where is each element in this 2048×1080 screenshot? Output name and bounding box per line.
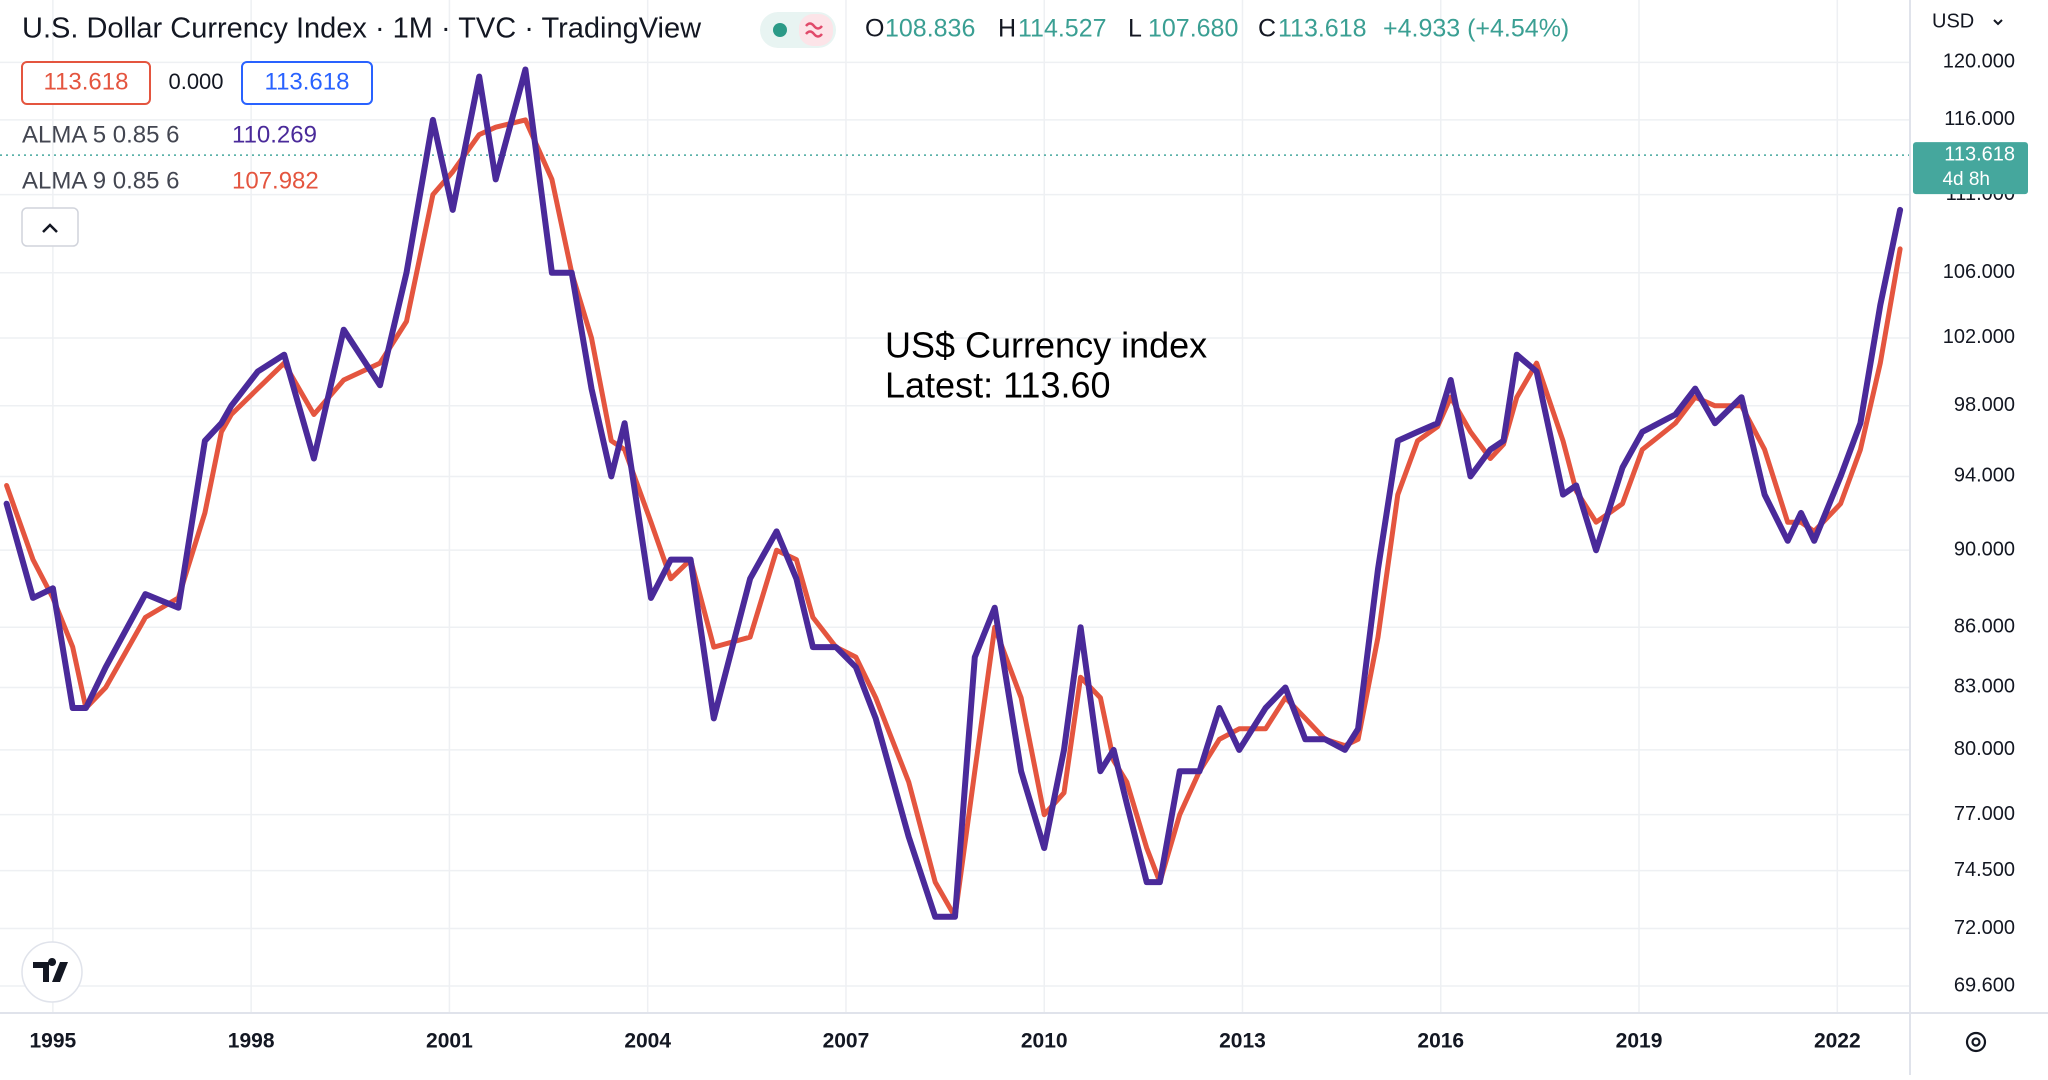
market-status-icon [773, 23, 787, 37]
ohlc-value: 113.618 [1278, 15, 1367, 43]
annotation: Latest: 113.60 [885, 365, 1111, 406]
ohlc-value: 107.680 [1148, 15, 1238, 43]
chart-title: U.S. Dollar Currency Index · 1M · TVC · … [22, 13, 702, 45]
line-series [3, 66, 1904, 920]
last-price-label: 113.618 [1944, 143, 2015, 165]
y-tick-label: 83.000 [1954, 676, 2015, 698]
x-tick-label: 2010 [1021, 1030, 1068, 1053]
tradingview-logo-glyph [33, 958, 68, 982]
x-tick-label: 2007 [823, 1030, 870, 1053]
collapse-button[interactable] [21, 207, 79, 247]
x-tick-label: 1998 [228, 1030, 275, 1053]
legend-value: 110.269 [232, 121, 317, 148]
buy-price[interactable]: 113.618 [265, 68, 350, 95]
axes: 120.000116.000111.000106.000102.00098.00… [30, 51, 2028, 1053]
y-tick-label: 74.500 [1954, 859, 2015, 881]
tradingview-logo[interactable] [21, 941, 83, 1003]
buy-box[interactable] [241, 61, 373, 105]
y-tick-label: 120.000 [1943, 51, 2015, 73]
y-tick-label: 80.000 [1954, 738, 2015, 760]
settings-gear [1965, 1031, 1987, 1053]
y-tick-label: 72.000 [1954, 917, 2015, 939]
annotation: US$ Currency index [885, 325, 1207, 366]
ohlc-value: 114.527 [1018, 15, 1107, 43]
y-tick-label: 98.000 [1954, 394, 2015, 416]
x-tick-label: 2001 [426, 1030, 473, 1053]
ohlc-label: H [998, 15, 1016, 43]
settings-icon[interactable] [1965, 1031, 1987, 1053]
data-status-glyph [805, 22, 823, 38]
y-tick-label: 102.000 [1943, 326, 2015, 348]
bar-countdown: 4d 8h [1942, 169, 1990, 190]
x-tick-label: 2019 [1616, 1030, 1663, 1053]
x-tick-label: 2004 [624, 1030, 671, 1053]
y-tick-label: 77.000 [1954, 803, 2015, 825]
x-tick-label: 2022 [1814, 1030, 1861, 1053]
sell-price[interactable]: 113.618 [44, 68, 129, 95]
data-status-icon [799, 14, 833, 46]
plot [0, 66, 1910, 920]
legend-label: ALMA 5 0.85 6 [22, 121, 179, 148]
y-tick-label: 69.600 [1954, 974, 2015, 996]
price-change: +4.933 (+4.54%) [1383, 15, 1569, 43]
ohlc-label: L [1128, 15, 1142, 43]
x-tick-label: 2016 [1417, 1030, 1464, 1053]
y-tick-label: 90.000 [1954, 538, 2015, 560]
ohlc-label: O [865, 15, 884, 43]
legend-label: ALMA 9 0.85 6 [22, 167, 179, 194]
legend-value: 107.982 [232, 167, 319, 194]
x-tick-label: 2013 [1219, 1030, 1266, 1053]
legend: ALMA 5 0.85 6 110.269 ALMA 9 0.85 6 107.982 [22, 121, 319, 194]
currency-selector[interactable]: USD [1932, 10, 1974, 32]
last-price-badge [1913, 142, 2028, 195]
y-tick-label: 86.000 [1954, 616, 2015, 638]
ohlc: O 108.836 H 114.527 L 107.680 C 113.618 +4.933 (… [865, 15, 1569, 43]
x-tick-label: 1995 [30, 1030, 77, 1053]
sell-box[interactable] [21, 61, 151, 105]
y-tick-label: 106.000 [1943, 261, 2015, 283]
ohlc-label: C [1258, 15, 1276, 43]
ohlc-value: 108.836 [885, 15, 975, 43]
y-tick-label: 116.000 [1944, 108, 2015, 130]
y-tick-label: 94.000 [1954, 465, 2015, 487]
currency-dropdown-icon [1993, 19, 2003, 26]
collapse-icon [42, 223, 58, 233]
settings-gear-hub [1971, 1037, 1981, 1047]
spread: 0.000 [168, 69, 223, 94]
